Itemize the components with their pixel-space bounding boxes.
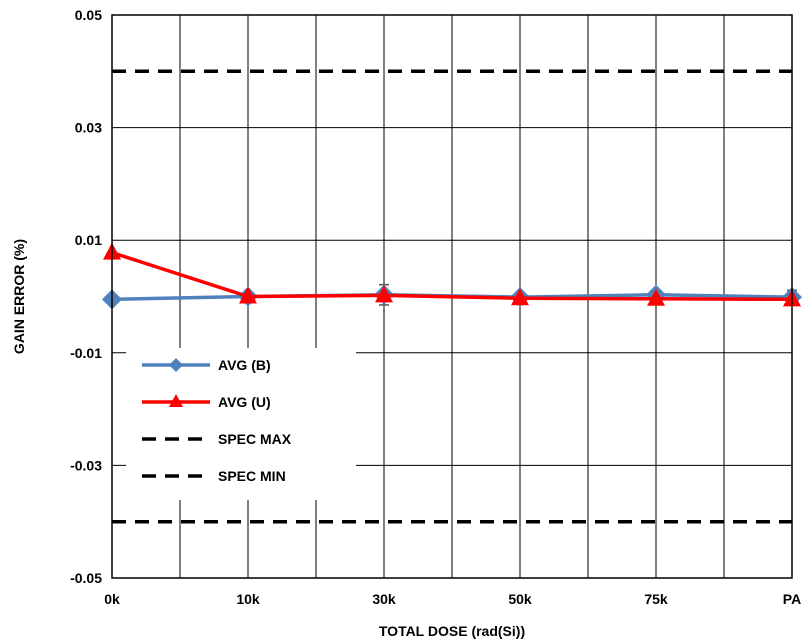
legend: AVG (B) AVG (U) SPEC MAX SPEC MIN [126, 348, 356, 500]
legend-label: SPEC MAX [218, 431, 292, 447]
x-tick-label: PA [783, 591, 801, 607]
y-tick-label: -0.05 [70, 570, 102, 586]
legend-entry-avg-u: AVG (U) [142, 394, 271, 410]
x-tick-label: 50k [508, 591, 532, 607]
y-tick-label: 0.05 [75, 7, 102, 23]
legend-marker [169, 394, 183, 407]
y-tick-label: -0.03 [70, 457, 102, 473]
legend-marker [169, 358, 183, 372]
legend-entry-avg-b: AVG (B) [142, 357, 271, 373]
legend-background [126, 348, 356, 500]
legend-label: AVG (U) [218, 394, 271, 410]
plot-frame [111, 14, 793, 579]
x-tick-label: 30k [372, 591, 396, 607]
series-avg-u [103, 242, 801, 307]
data-point [511, 288, 529, 306]
y-tick-label: 0.03 [75, 120, 102, 136]
legend-label: AVG (B) [218, 357, 271, 373]
legend-label: SPEC MIN [218, 468, 286, 484]
data-point [239, 286, 257, 304]
x-tick-label: 75k [644, 591, 668, 607]
data-point [647, 288, 665, 306]
y-tick-label: -0.01 [70, 345, 102, 361]
x-tick-label: 10k [236, 591, 260, 607]
y-axis-label: GAIN ERROR (%) [11, 239, 27, 354]
y-tick-labels: 0.05 0.03 0.01 -0.01 -0.03 -0.05 [70, 7, 102, 586]
y-tick-label: 0.01 [75, 232, 102, 248]
x-tick-label: 0k [104, 591, 120, 607]
data-series [102, 242, 802, 310]
x-tick-labels: 0k 10k 30k 50k 75k PA [104, 591, 801, 607]
legend-entry-spec-min: SPEC MIN [142, 468, 286, 484]
x-axis-label: TOTAL DOSE (rad(Si)) [379, 623, 525, 639]
data-point [375, 285, 393, 303]
series-line-avg-u [111, 250, 793, 302]
legend-entry-spec-max: SPEC MAX [142, 431, 292, 447]
